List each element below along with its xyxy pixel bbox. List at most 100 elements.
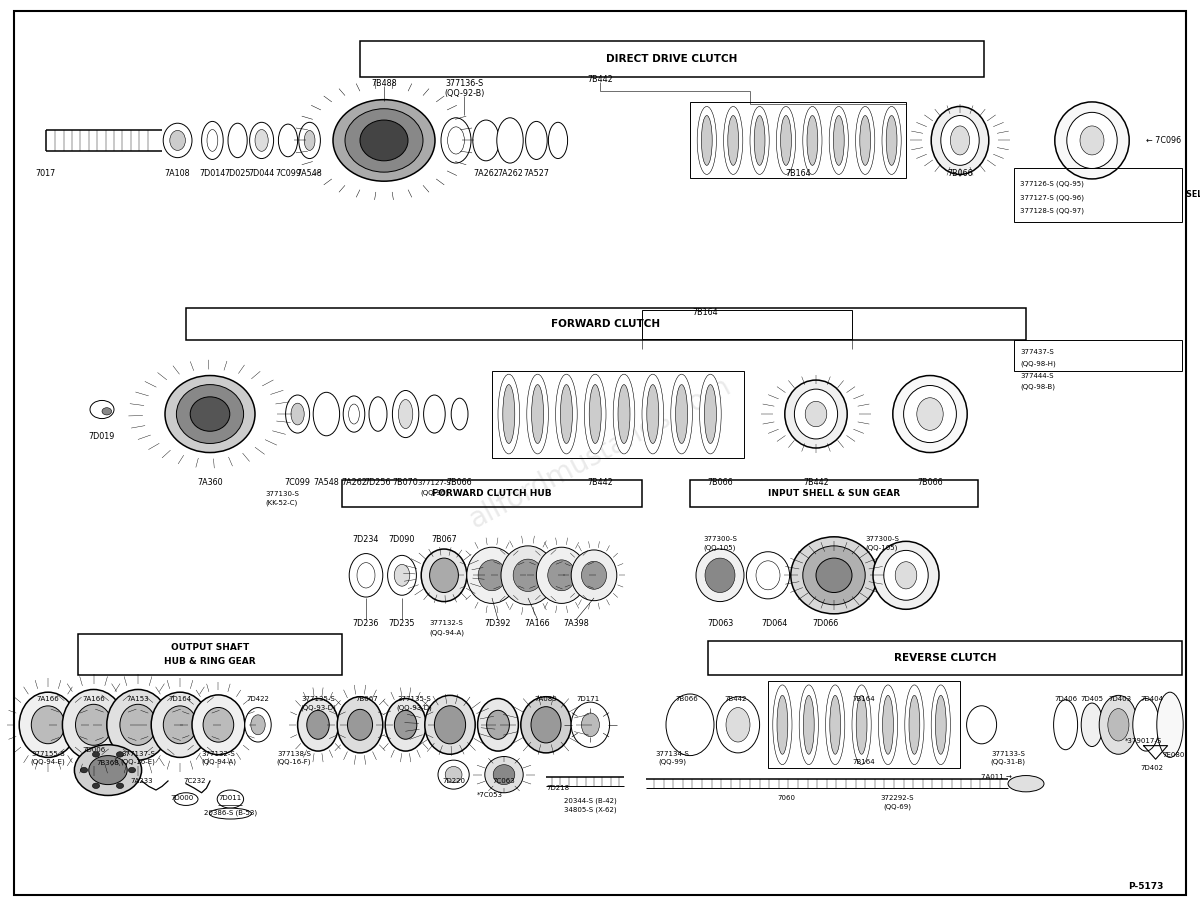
- Text: 377130-S: 377130-S: [265, 491, 299, 496]
- Ellipse shape: [448, 127, 464, 154]
- Ellipse shape: [278, 124, 298, 157]
- Ellipse shape: [560, 384, 572, 443]
- Ellipse shape: [190, 397, 230, 431]
- Text: 377134-S: 377134-S: [655, 751, 689, 757]
- Ellipse shape: [503, 384, 515, 443]
- Ellipse shape: [1133, 699, 1159, 751]
- Ellipse shape: [305, 130, 314, 150]
- Circle shape: [116, 783, 124, 788]
- Text: (KK-52-C): (KK-52-C): [266, 499, 298, 506]
- Circle shape: [128, 767, 136, 773]
- Text: *379017-S: *379017-S: [1124, 738, 1163, 744]
- Ellipse shape: [107, 689, 169, 760]
- Ellipse shape: [701, 116, 713, 165]
- Text: 7D090: 7D090: [389, 535, 415, 544]
- Ellipse shape: [799, 685, 818, 765]
- Ellipse shape: [485, 757, 523, 793]
- Ellipse shape: [804, 696, 815, 754]
- Ellipse shape: [910, 696, 920, 754]
- Ellipse shape: [514, 559, 542, 592]
- Ellipse shape: [299, 122, 320, 159]
- Ellipse shape: [438, 760, 469, 789]
- Ellipse shape: [803, 545, 865, 605]
- Ellipse shape: [76, 704, 112, 746]
- Text: 7D025: 7D025: [224, 169, 251, 178]
- Text: 372292-S: 372292-S: [881, 795, 914, 801]
- Ellipse shape: [421, 549, 467, 602]
- Text: 377300-S: 377300-S: [865, 536, 899, 542]
- Text: 7017: 7017: [36, 169, 55, 178]
- Text: 7D256: 7D256: [365, 478, 391, 487]
- Text: (QQ-16-E): (QQ-16-E): [120, 758, 156, 766]
- Ellipse shape: [392, 390, 419, 438]
- Bar: [342, 480, 642, 507]
- Ellipse shape: [348, 709, 372, 740]
- Text: 377155-S: 377155-S: [31, 751, 65, 757]
- Ellipse shape: [785, 381, 847, 448]
- Ellipse shape: [445, 766, 462, 783]
- Ellipse shape: [434, 706, 466, 744]
- Ellipse shape: [857, 696, 868, 754]
- Text: 7D406: 7D406: [1054, 697, 1078, 702]
- Ellipse shape: [120, 704, 156, 746]
- Text: 7B442: 7B442: [587, 478, 613, 487]
- Ellipse shape: [166, 375, 256, 452]
- Ellipse shape: [726, 708, 750, 742]
- Ellipse shape: [571, 702, 610, 747]
- Text: (QQ-98-B): (QQ-98-B): [1020, 383, 1055, 390]
- Text: 7D220: 7D220: [442, 778, 466, 784]
- Text: 7D171: 7D171: [576, 697, 600, 702]
- Ellipse shape: [706, 558, 734, 593]
- Ellipse shape: [1008, 776, 1044, 792]
- Circle shape: [80, 767, 88, 773]
- Ellipse shape: [19, 692, 77, 757]
- Ellipse shape: [337, 697, 383, 753]
- Ellipse shape: [808, 116, 818, 165]
- Text: 7D014: 7D014: [199, 169, 226, 178]
- Ellipse shape: [206, 130, 218, 151]
- Text: (QQ-93-D): (QQ-93-D): [300, 704, 336, 711]
- Text: DIRECT DRIVE CLUTCH: DIRECT DRIVE CLUTCH: [606, 53, 738, 64]
- Ellipse shape: [917, 398, 943, 430]
- Text: 7A166: 7A166: [37, 697, 59, 702]
- Ellipse shape: [676, 384, 688, 443]
- Text: ← 7C096: ← 7C096: [1146, 136, 1181, 145]
- Text: 7D064: 7D064: [761, 619, 787, 628]
- Text: 7D392: 7D392: [485, 619, 511, 628]
- Ellipse shape: [395, 710, 416, 739]
- Text: 7B066: 7B066: [707, 478, 733, 487]
- Text: 7B066: 7B066: [947, 169, 973, 178]
- Text: 377126-S (QQ-95): 377126-S (QQ-95): [1020, 180, 1084, 188]
- Ellipse shape: [163, 706, 197, 744]
- Ellipse shape: [697, 107, 716, 175]
- Ellipse shape: [582, 562, 606, 589]
- Ellipse shape: [530, 707, 562, 743]
- Ellipse shape: [31, 706, 65, 744]
- Ellipse shape: [313, 392, 340, 436]
- Text: 7D218: 7D218: [546, 786, 570, 791]
- Text: (QQ-94-A): (QQ-94-A): [200, 758, 236, 766]
- Text: 7A548: 7A548: [313, 478, 340, 487]
- Ellipse shape: [589, 384, 601, 443]
- Text: 377127-S: 377127-S: [418, 480, 451, 486]
- Ellipse shape: [151, 692, 209, 757]
- Ellipse shape: [388, 555, 416, 595]
- Text: P-5173: P-5173: [1128, 882, 1164, 891]
- Ellipse shape: [62, 689, 125, 760]
- Ellipse shape: [360, 120, 408, 161]
- Text: (QQ-96): (QQ-96): [420, 489, 449, 496]
- Ellipse shape: [724, 107, 743, 175]
- Ellipse shape: [931, 107, 989, 175]
- Ellipse shape: [497, 118, 523, 163]
- Ellipse shape: [755, 116, 766, 165]
- Text: 7A011 →: 7A011 →: [980, 775, 1012, 780]
- Ellipse shape: [936, 696, 947, 754]
- Ellipse shape: [1108, 708, 1129, 741]
- Ellipse shape: [883, 696, 894, 754]
- Ellipse shape: [904, 385, 956, 442]
- Circle shape: [74, 745, 142, 795]
- Ellipse shape: [210, 808, 252, 819]
- Ellipse shape: [498, 374, 520, 454]
- Ellipse shape: [704, 384, 716, 443]
- Ellipse shape: [298, 699, 338, 751]
